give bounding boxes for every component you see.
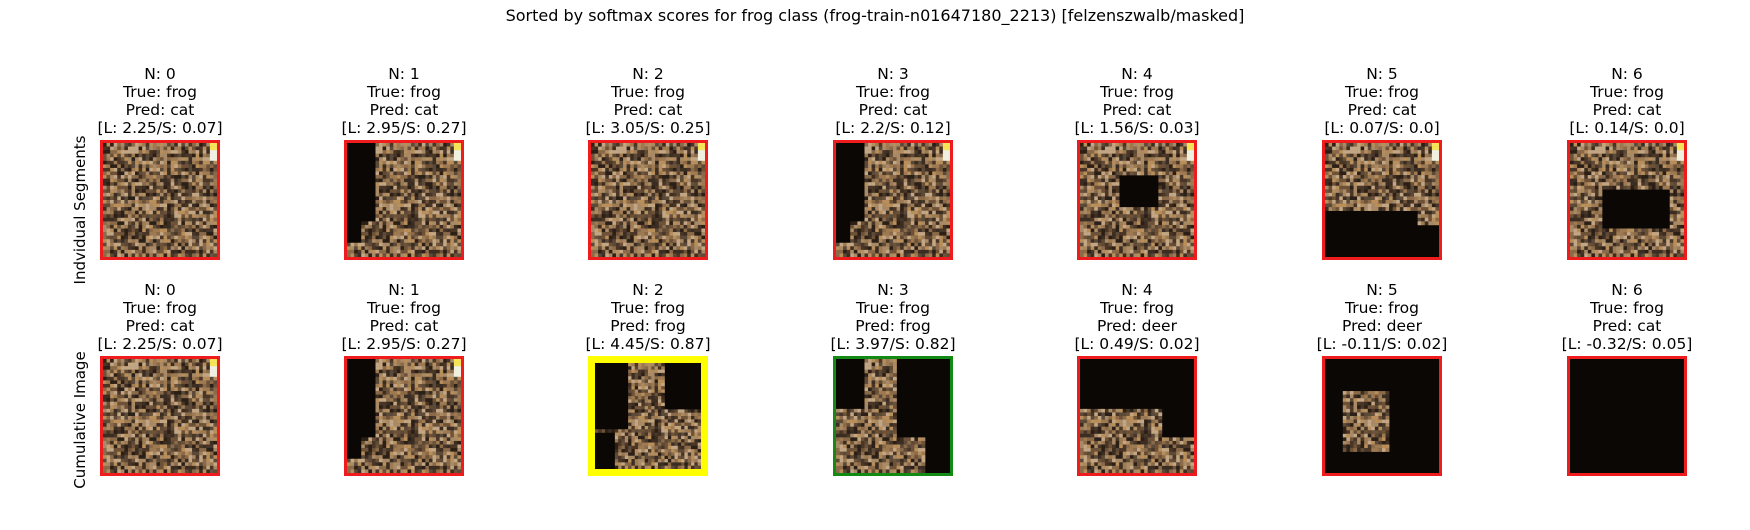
caption-pred: Pred: deer [1027,317,1247,335]
segment-thumbnail [100,140,220,260]
caption-true: True: frog [783,83,1003,101]
caption-true: True: frog [294,83,514,101]
segment-thumbnail [1077,356,1197,476]
caption-n: N: 2 [538,65,758,83]
caption-true: True: frog [1027,299,1247,317]
caption-pred: Pred: cat [294,317,514,335]
caption-n: N: 3 [783,65,1003,83]
caption-n: N: 4 [1027,65,1247,83]
segment-thumbnail [588,356,708,476]
caption-pred: Pred: cat [1517,317,1737,335]
caption-true: True: frog [1272,83,1492,101]
caption-ls: [L: 1.56/S: 0.03] [1027,119,1247,137]
caption-ls: [L: -0.32/S: 0.05] [1517,335,1737,353]
caption-true: True: frog [1517,299,1737,317]
caption-pred: Pred: cat [783,101,1003,119]
caption-pred: Pred: cat [50,317,270,335]
caption-n: N: 5 [1272,65,1492,83]
segment-thumbnail [344,356,464,476]
caption-true: True: frog [538,299,758,317]
caption-ls: [L: 4.45/S: 0.87] [538,335,758,353]
caption-ls: [L: 0.07/S: 0.0] [1272,119,1492,137]
caption-pred: Pred: frog [538,317,758,335]
caption-true: True: frog [294,299,514,317]
caption-n: N: 1 [294,281,514,299]
caption-n: N: 6 [1517,65,1737,83]
caption-pred: Pred: cat [50,101,270,119]
caption-pred: Pred: deer [1272,317,1492,335]
caption-n: N: 2 [538,281,758,299]
caption-ls: [L: 2.25/S: 0.07] [50,119,270,137]
segment-thumbnail [833,140,953,260]
caption-true: True: frog [1027,83,1247,101]
caption-ls: [L: 0.14/S: 0.0] [1517,119,1737,137]
caption-ls: [L: 2.95/S: 0.27] [294,335,514,353]
caption-pred: Pred: cat [1027,101,1247,119]
caption-n: N: 3 [783,281,1003,299]
caption-true: True: frog [1272,299,1492,317]
caption-pred: Pred: frog [783,317,1003,335]
figure-title: Sorted by softmax scores for frog class … [0,6,1750,25]
segment-thumbnail [1567,356,1687,476]
caption-true: True: frog [50,83,270,101]
caption-ls: [L: 2.2/S: 0.12] [783,119,1003,137]
segment-thumbnail [1077,140,1197,260]
caption-ls: [L: 3.97/S: 0.82] [783,335,1003,353]
caption-pred: Pred: cat [538,101,758,119]
caption-n: N: 0 [50,281,270,299]
caption-pred: Pred: cat [1517,101,1737,119]
segment-thumbnail [1567,140,1687,260]
caption-n: N: 1 [294,65,514,83]
caption-n: N: 4 [1027,281,1247,299]
caption-ls: [L: 2.25/S: 0.07] [50,335,270,353]
caption-true: True: frog [783,299,1003,317]
caption-pred: Pred: cat [294,101,514,119]
caption-true: True: frog [538,83,758,101]
caption-true: True: frog [1517,83,1737,101]
caption-n: N: 0 [50,65,270,83]
caption-ls: [L: 0.49/S: 0.02] [1027,335,1247,353]
caption-pred: Pred: cat [1272,101,1492,119]
segment-thumbnail [833,356,953,476]
segment-thumbnail [1322,356,1442,476]
segment-thumbnail [344,140,464,260]
caption-n: N: 5 [1272,281,1492,299]
segment-thumbnail [588,140,708,260]
segment-thumbnail [1322,140,1442,260]
caption-ls: [L: 2.95/S: 0.27] [294,119,514,137]
caption-ls: [L: -0.11/S: 0.02] [1272,335,1492,353]
caption-true: True: frog [50,299,270,317]
segment-thumbnail [100,356,220,476]
caption-ls: [L: 3.05/S: 0.25] [538,119,758,137]
caption-n: N: 6 [1517,281,1737,299]
